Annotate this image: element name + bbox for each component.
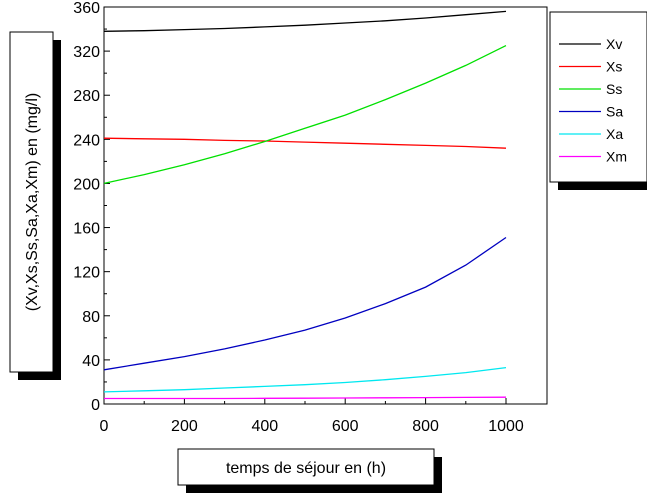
legend-label-sa: Sa (606, 104, 623, 120)
x-tick-label: 1000 (488, 418, 524, 435)
y-tick-label: 160 (73, 221, 100, 238)
x-ticks: 0 200 400 600 800 1000 (100, 398, 524, 435)
y-tick-label: 0 (91, 397, 100, 414)
xlabel-box (177, 448, 435, 486)
x-tick-label: 400 (251, 418, 278, 435)
series-line-xs (103, 137, 507, 149)
x-tick-label: 800 (412, 418, 439, 435)
y-tick-label: 120 (73, 265, 100, 282)
y-tick-label: 360 (73, 0, 100, 17)
series-line-xv (103, 10, 507, 32)
legend-label-ss: Ss (606, 81, 622, 97)
legend-label-xm: Xm (606, 149, 627, 165)
series-line-sa (103, 236, 507, 371)
legend-label-xs: Xs (606, 59, 622, 75)
series-line-xa (103, 366, 507, 393)
y-ticks: 0 40 80 120 160 200 240 280 320 360 (73, 0, 110, 414)
x-tick-label: 600 (332, 418, 359, 435)
legend-label-xv: Xv (606, 36, 622, 52)
ylabel-box (9, 31, 54, 373)
y-tick-label: 240 (73, 132, 100, 149)
y-tick-label: 200 (73, 176, 100, 193)
legend-label-xa: Xa (606, 126, 623, 142)
legend: Xv Xs Ss Sa Xa Xm (559, 36, 627, 165)
series-lines (103, 10, 507, 400)
y-tick-label: 320 (73, 44, 100, 61)
y-axis-title: (Xv,Xs,Ss,Sa,Xa,Xm) en (mg/l) (24, 93, 41, 311)
legend-box (549, 11, 647, 183)
series-line-ss (103, 45, 507, 185)
x-tick-label: 200 (171, 418, 198, 435)
series-line-xm (104, 396, 507, 400)
plot-area (103, 6, 548, 405)
x-tick-label: 0 (100, 418, 109, 435)
y-tick-label: 80 (82, 309, 100, 326)
y-tick-label: 280 (73, 88, 100, 105)
y-tick-label: 40 (82, 353, 100, 370)
x-axis-title: temps de séjour en (h) (226, 460, 386, 477)
